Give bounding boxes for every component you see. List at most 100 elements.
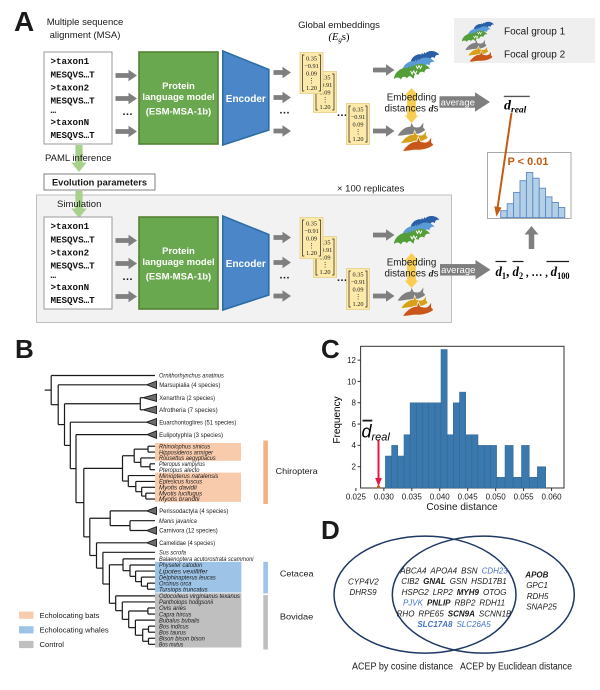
svg-text:language model: language model xyxy=(142,92,214,103)
svg-text:Sus scrofa: Sus scrofa xyxy=(159,551,187,557)
svg-text:RDH5: RDH5 xyxy=(527,592,549,601)
svg-text:…: … xyxy=(337,107,348,119)
svg-text:>taxonN: >taxonN xyxy=(51,282,90,293)
svg-text:Hipposideros armiger: Hipposideros armiger xyxy=(159,450,214,456)
svg-text:0.035: 0.035 xyxy=(402,493,423,502)
svg-text:SLC17A8 SLC26A5: SLC17A8 SLC26A5 xyxy=(417,620,491,629)
svg-text:0.09: 0.09 xyxy=(306,236,317,243)
svg-text:…: … xyxy=(279,270,290,282)
svg-text:Balaenoptera acutorostrata sca: Balaenoptera acutorostrata scammoni xyxy=(159,557,254,563)
svg-text:0.09: 0.09 xyxy=(319,90,330,97)
svg-text:CYP4V2: CYP4V2 xyxy=(348,578,379,587)
svg-text:Rhinolophus sinicus: Rhinolophus sinicus xyxy=(159,444,210,450)
svg-text:Embedding: Embedding xyxy=(387,258,437,269)
svg-text:C: C xyxy=(321,334,340,364)
svg-text:1.20: 1.20 xyxy=(306,85,317,92)
svg-text:Bos mutus: Bos mutus xyxy=(159,643,183,649)
svg-text:Protein: Protein xyxy=(162,246,195,257)
svg-text:Physeter catodon: Physeter catodon xyxy=(159,563,203,569)
svg-text:PAML inference: PAML inference xyxy=(45,153,112,164)
svg-text:Bos taurus: Bos taurus xyxy=(159,630,186,636)
svg-text:Delphinapterus leucas: Delphinapterus leucas xyxy=(159,575,216,581)
svg-text:Frequency: Frequency xyxy=(332,396,343,443)
svg-text:Afrotheria (7 species): Afrotheria (7 species) xyxy=(159,408,218,414)
svg-text:MESQVS…T: MESQVS…T xyxy=(51,70,96,81)
svg-text:>taxonN: >taxonN xyxy=(51,117,90,128)
svg-text:P < 0.01: P < 0.01 xyxy=(507,156,548,168)
svg-text:0.35: 0.35 xyxy=(352,272,363,279)
svg-text:…: … xyxy=(337,272,348,284)
svg-text:>taxon1: >taxon1 xyxy=(51,56,90,67)
svg-text:(ESM-MSA-1b): (ESM-MSA-1b) xyxy=(146,107,211,118)
svg-text:Encoder: Encoder xyxy=(226,259,266,270)
svg-text:0.055: 0.055 xyxy=(514,493,535,502)
svg-text:Myotis lucifugus: Myotis lucifugus xyxy=(159,491,202,497)
svg-text:Myotis davidii: Myotis davidii xyxy=(159,485,197,491)
svg-text:HSPG2 LRP2 MYH9 OTOG: HSPG2 LRP2 MYH9 OTOG xyxy=(402,588,507,597)
svg-text:0.030: 0.030 xyxy=(374,493,395,502)
svg-text:0.35: 0.35 xyxy=(306,56,317,63)
svg-text:Odocoileus virginianus texanus: Odocoileus virginianus texanus xyxy=(159,594,240,600)
svg-text:Manis javanica: Manis javanica xyxy=(159,519,197,525)
svg-text:Control: Control xyxy=(40,640,65,649)
svg-text:Cosine distance: Cosine distance xyxy=(426,502,498,513)
svg-text:(ESM-MSA-1b): (ESM-MSA-1b) xyxy=(146,272,211,283)
svg-text:Echolocating whales: Echolocating whales xyxy=(40,626,109,635)
svg-text:…: … xyxy=(122,106,133,118)
svg-text:Eptesicus fuscus: Eptesicus fuscus xyxy=(159,480,202,486)
svg-text:Echolocating bats: Echolocating bats xyxy=(40,611,100,620)
svg-text:Xenarthra (2 species): Xenarthra (2 species) xyxy=(159,396,215,402)
svg-text:−0.91: −0.91 xyxy=(304,228,319,235)
svg-text:APOB: APOB xyxy=(524,571,548,580)
svg-text:Capra hircus: Capra hircus xyxy=(159,612,191,618)
svg-text:× 100 replicates: × 100 replicates xyxy=(337,184,405,195)
svg-text:Encoder: Encoder xyxy=(226,94,266,105)
svg-text:GPC1: GPC1 xyxy=(526,581,548,590)
svg-text:1.20: 1.20 xyxy=(319,104,330,111)
svg-text:Protein: Protein xyxy=(162,81,195,92)
svg-text:0.060: 0.060 xyxy=(542,493,563,502)
svg-text:…: … xyxy=(51,270,57,281)
svg-text:0.050: 0.050 xyxy=(486,493,507,502)
svg-text:Ovis aries: Ovis aries xyxy=(159,606,186,612)
svg-text:average: average xyxy=(441,97,475,108)
svg-text:Camelidae (4 species): Camelidae (4 species) xyxy=(159,541,215,547)
svg-text:PJVK PNLIP RBP2 RDH11: PJVK PNLIP RBP2 RDH11 xyxy=(403,599,505,608)
svg-text:DHRS9: DHRS9 xyxy=(350,588,378,597)
svg-text:Simulation: Simulation xyxy=(57,199,101,210)
svg-text:0.35: 0.35 xyxy=(319,75,330,82)
svg-text:Chiroptera: Chiroptera xyxy=(276,466,318,476)
svg-text:B: B xyxy=(15,334,34,364)
svg-text:MESQVS…T: MESQVS…T xyxy=(51,235,96,246)
svg-text:Pteropus vampyrus: Pteropus vampyrus xyxy=(159,462,205,468)
svg-text:0.025: 0.025 xyxy=(346,493,367,502)
svg-text:−0.91: −0.91 xyxy=(351,114,366,121)
svg-text:⋮: ⋮ xyxy=(355,294,361,301)
svg-text:Bison bison bison: Bison bison bison xyxy=(159,636,206,642)
svg-text:(Egs): (Egs) xyxy=(328,32,350,44)
svg-text:ACEP by Euclidean distance: ACEP by Euclidean distance xyxy=(460,662,572,673)
svg-text:0.35: 0.35 xyxy=(319,240,330,247)
svg-text:10: 10 xyxy=(347,377,356,386)
svg-text:D: D xyxy=(321,515,340,545)
svg-text:⋮: ⋮ xyxy=(355,129,361,136)
svg-text:Cetacea: Cetacea xyxy=(280,568,314,578)
svg-text:Bubalus bubalis: Bubalus bubalis xyxy=(159,618,200,624)
svg-text:d1, d2 , … , d100: d1, d2 , … , d100 xyxy=(496,265,570,281)
svg-text:0.09: 0.09 xyxy=(319,255,330,262)
svg-text:Perissodactyla (4 species): Perissodactyla (4 species) xyxy=(159,509,228,515)
svg-text:1.20: 1.20 xyxy=(352,136,363,143)
svg-text:ACEP by cosine distance: ACEP by cosine distance xyxy=(352,662,453,673)
svg-text:⋮: ⋮ xyxy=(322,97,328,104)
svg-text:Lipotes vexillifer: Lipotes vexillifer xyxy=(159,569,209,575)
svg-text:−0.91: −0.91 xyxy=(304,63,319,70)
svg-text:distances ds: distances ds xyxy=(385,104,439,115)
svg-text:8: 8 xyxy=(352,399,357,408)
svg-text:…: … xyxy=(279,105,290,117)
svg-text:distances ds: distances ds xyxy=(385,269,439,280)
svg-text:Bovidae: Bovidae xyxy=(280,612,314,622)
svg-text:Miniopterus natalensis: Miniopterus natalensis xyxy=(159,474,218,480)
svg-text:CIB2 GNAL GSN HSD17B1: CIB2 GNAL GSN HSD17B1 xyxy=(401,577,506,586)
svg-text:6: 6 xyxy=(352,420,357,429)
svg-text:…: … xyxy=(51,105,57,116)
